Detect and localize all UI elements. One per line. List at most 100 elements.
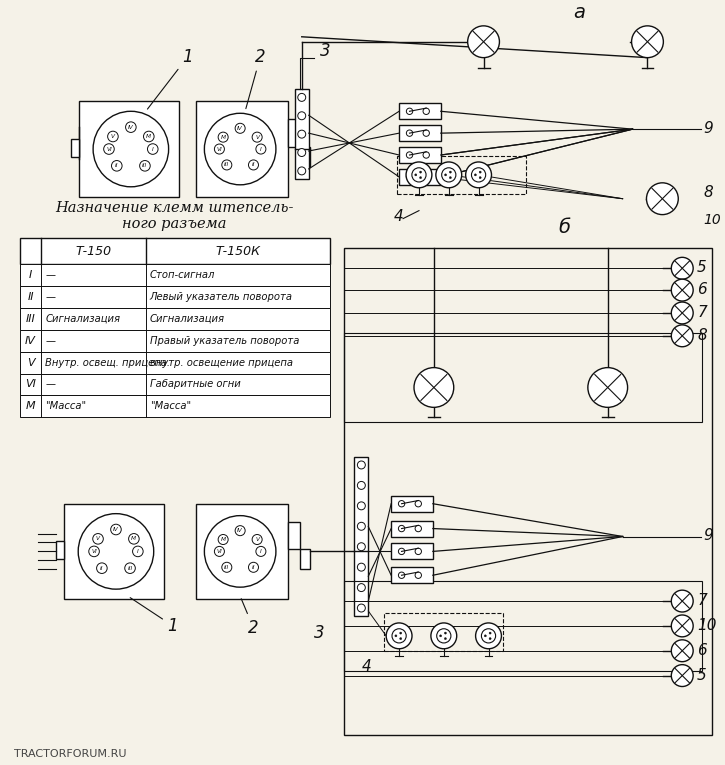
Text: TRACTORFORUM.RU: TRACTORFORUM.RU	[14, 749, 126, 759]
Circle shape	[450, 177, 452, 179]
Circle shape	[450, 171, 452, 173]
Text: Сигнализация: Сигнализация	[46, 314, 120, 324]
Circle shape	[125, 563, 136, 574]
Text: III: III	[224, 565, 229, 570]
Circle shape	[415, 526, 421, 532]
Circle shape	[431, 623, 457, 649]
Text: I: I	[152, 147, 154, 151]
Circle shape	[249, 562, 259, 572]
Circle shape	[357, 542, 365, 551]
Circle shape	[423, 151, 429, 158]
Text: III: III	[224, 162, 229, 168]
Text: III: III	[128, 565, 133, 571]
Text: Габаритные огни: Габаритные огни	[150, 379, 241, 389]
Text: II: II	[28, 292, 34, 302]
Text: VI: VI	[217, 549, 223, 554]
Circle shape	[423, 108, 429, 115]
Circle shape	[671, 325, 693, 347]
Text: 2: 2	[246, 47, 265, 109]
Text: —: —	[46, 336, 55, 346]
Circle shape	[479, 177, 481, 179]
Text: I: I	[260, 549, 262, 554]
Circle shape	[399, 637, 402, 640]
Circle shape	[436, 162, 462, 187]
Circle shape	[423, 130, 429, 136]
Text: 9: 9	[703, 529, 713, 543]
Text: 5: 5	[697, 668, 707, 682]
Circle shape	[112, 161, 122, 171]
Bar	[57, 542, 65, 559]
Text: —: —	[46, 379, 55, 389]
Text: V: V	[255, 135, 259, 140]
Circle shape	[133, 546, 143, 557]
Text: V: V	[111, 134, 115, 139]
Circle shape	[204, 516, 276, 588]
Circle shape	[415, 500, 421, 507]
Bar	[399, 125, 441, 141]
Circle shape	[489, 637, 491, 640]
Text: V: V	[27, 358, 34, 368]
Text: IV: IV	[113, 527, 119, 532]
Circle shape	[412, 168, 426, 182]
Circle shape	[671, 279, 693, 301]
Bar	[355, 457, 368, 616]
Bar	[20, 286, 330, 308]
Text: Назначение клемм штепсель-: Назначение клемм штепсель-	[55, 200, 294, 215]
Circle shape	[215, 546, 225, 556]
Circle shape	[420, 171, 422, 173]
Circle shape	[357, 563, 365, 571]
Text: 8: 8	[697, 327, 707, 343]
Text: 2: 2	[241, 599, 259, 637]
Circle shape	[481, 629, 496, 643]
Circle shape	[298, 130, 306, 138]
Circle shape	[218, 132, 228, 142]
Text: VI: VI	[217, 147, 223, 151]
Text: "Масса": "Масса"	[46, 402, 86, 412]
Text: M: M	[220, 537, 225, 542]
Circle shape	[399, 549, 405, 555]
Text: 9: 9	[703, 121, 713, 136]
Text: I: I	[137, 549, 138, 554]
Text: 1: 1	[130, 597, 178, 635]
Text: II: II	[115, 163, 119, 168]
Circle shape	[144, 132, 154, 142]
Text: Стоп-сигнал: Стоп-сигнал	[150, 270, 215, 280]
Text: VI: VI	[25, 379, 36, 389]
Circle shape	[235, 526, 245, 536]
Bar	[344, 333, 702, 422]
Text: ного разъема: ного разъема	[123, 216, 227, 230]
Circle shape	[420, 177, 422, 179]
Text: 6: 6	[697, 643, 707, 658]
Circle shape	[140, 161, 150, 171]
Circle shape	[357, 584, 365, 591]
Circle shape	[471, 168, 486, 182]
Circle shape	[647, 183, 679, 215]
Bar	[399, 147, 441, 163]
Bar	[397, 156, 526, 194]
Circle shape	[479, 171, 481, 173]
Circle shape	[399, 572, 405, 578]
Text: M: M	[220, 135, 225, 140]
Text: 8: 8	[703, 184, 713, 200]
Bar	[392, 543, 433, 559]
Circle shape	[465, 162, 492, 187]
Text: 10: 10	[697, 618, 716, 633]
Text: б: б	[558, 219, 570, 237]
Circle shape	[249, 160, 259, 170]
Bar	[384, 613, 503, 651]
Circle shape	[631, 26, 663, 57]
Circle shape	[406, 151, 413, 158]
Text: I: I	[260, 147, 262, 151]
Bar	[196, 101, 288, 197]
Circle shape	[671, 640, 693, 662]
Circle shape	[357, 522, 365, 530]
Circle shape	[215, 144, 225, 154]
Bar	[65, 503, 164, 599]
Circle shape	[671, 615, 693, 636]
Text: IV: IV	[237, 528, 243, 533]
Bar	[299, 549, 310, 569]
Circle shape	[423, 174, 429, 180]
Bar	[20, 330, 330, 352]
Text: а: а	[573, 3, 585, 22]
Circle shape	[78, 513, 154, 589]
